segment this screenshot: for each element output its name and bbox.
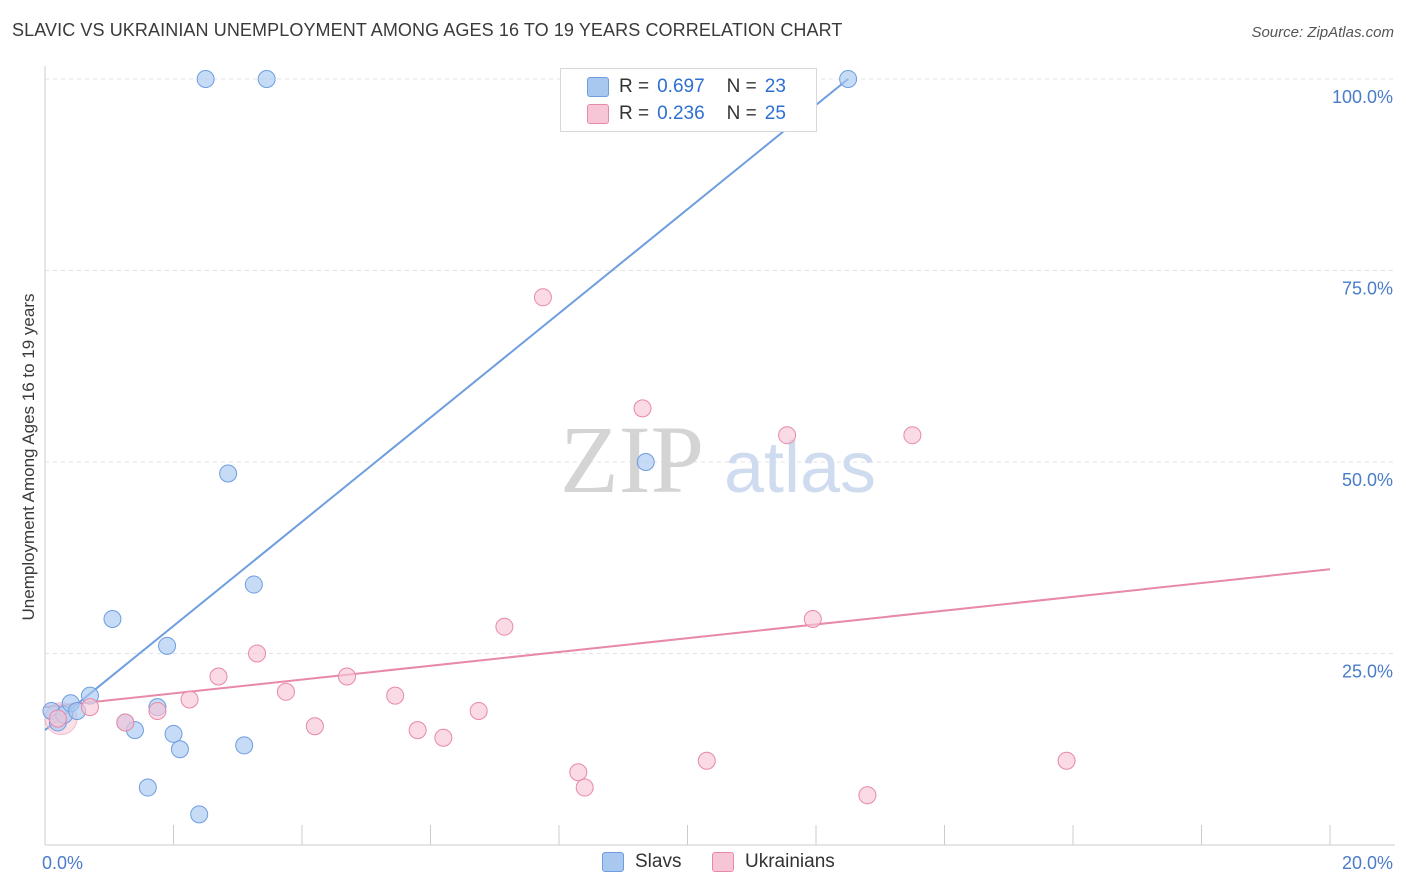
point-ukrainians (803, 610, 822, 629)
point-ukrainians (903, 426, 922, 445)
trend-line-ukrainians (44, 568, 1331, 709)
x-tick-label: 0.0% (42, 853, 83, 873)
point-ukrainians (116, 713, 135, 732)
series-swatch-ukrainians (712, 852, 734, 872)
y-tick-label: 25.0% (1342, 662, 1393, 682)
legend-row-ukrainians: R = 0.236 N = 25 (587, 100, 786, 128)
point-slavs (244, 575, 263, 594)
series-legend: Slavs Ukrainians (0, 851, 1406, 877)
data-points (42, 70, 1076, 824)
point-ukrainians (569, 763, 588, 782)
point-slavs (138, 778, 157, 797)
trend-line-slavs (44, 78, 849, 731)
watermark-atlas: atlas (724, 428, 876, 508)
point-ukrainians (80, 698, 99, 717)
legend-n-label: N = (726, 76, 757, 97)
point-ukrainians (305, 717, 324, 736)
point-slavs (636, 453, 655, 471)
point-ukrainians (48, 709, 67, 728)
point-ukrainians (276, 682, 295, 701)
legend-n-value: 25 (764, 103, 786, 124)
legend-r-label: R = (619, 76, 650, 97)
point-slavs (170, 740, 189, 759)
point-ukrainians (386, 686, 405, 705)
point-ukrainians (469, 701, 488, 720)
legend-n-value: 23 (764, 76, 786, 97)
point-slavs (164, 724, 183, 743)
series-legend-slavs[interactable]: Slavs (602, 851, 681, 873)
watermark: ZIP atlas (560, 406, 876, 513)
y-tick-label: 100.0% (1332, 87, 1393, 107)
legend-r-value: 0.697 (657, 76, 705, 97)
point-ukrainians (778, 426, 797, 445)
point-ukrainians (248, 644, 267, 663)
point-slavs (196, 70, 215, 88)
point-ukrainians (408, 721, 427, 740)
point-ukrainians (495, 617, 514, 636)
grid-lines (45, 78, 1395, 654)
point-slavs (103, 610, 122, 629)
point-ukrainians (697, 751, 716, 770)
point-ukrainians (337, 667, 356, 686)
x-tick-label: 20.0% (1342, 853, 1393, 873)
correlation-legend: R = 0.697 N = 23 R = 0.236 N = 25 (560, 68, 817, 132)
y-tick-label: 50.0% (1342, 470, 1393, 490)
tick-labels: 25.0% 50.0% 75.0% 100.0% 0.0% 20.0% (42, 87, 1393, 873)
point-slavs (839, 70, 858, 88)
point-slavs (257, 70, 276, 88)
point-ukrainians (434, 728, 453, 747)
point-slavs (219, 464, 238, 483)
point-slavs (190, 805, 209, 824)
point-ukrainians (1057, 751, 1076, 770)
series-label-slavs: Slavs (635, 851, 682, 872)
legend-n-label: N = (726, 103, 757, 124)
point-ukrainians (533, 288, 552, 307)
y-tick-label: 75.0% (1342, 279, 1393, 299)
point-slavs (158, 636, 177, 655)
series-legend-ukrainians[interactable]: Ukrainians (712, 851, 835, 873)
point-ukrainians (858, 786, 877, 805)
legend-swatch-slavs (587, 77, 609, 97)
point-ukrainians (209, 667, 228, 686)
legend-row-slavs: R = 0.697 N = 23 (587, 73, 786, 101)
legend-r-label: R = (619, 103, 650, 124)
source-label: Source: ZipAtlas.com (1251, 24, 1394, 41)
point-ukrainians (633, 399, 652, 418)
y-axis-label: Unemployment Among Ages 16 to 19 years (19, 294, 38, 621)
trend-lines (44, 78, 1331, 731)
series-swatch-slavs (602, 852, 624, 872)
point-ukrainians (148, 701, 167, 720)
chart-title: SLAVIC VS UKRAINIAN UNEMPLOYMENT AMONG A… (12, 20, 843, 40)
point-ukrainians (575, 778, 594, 797)
legend-r-value: 0.236 (657, 103, 705, 124)
point-ukrainians (180, 690, 199, 709)
series-label-ukrainians: Ukrainians (745, 851, 835, 872)
watermark-zip: ZIP (560, 406, 704, 513)
point-slavs (235, 736, 254, 755)
legend-swatch-ukrainians (587, 104, 609, 124)
